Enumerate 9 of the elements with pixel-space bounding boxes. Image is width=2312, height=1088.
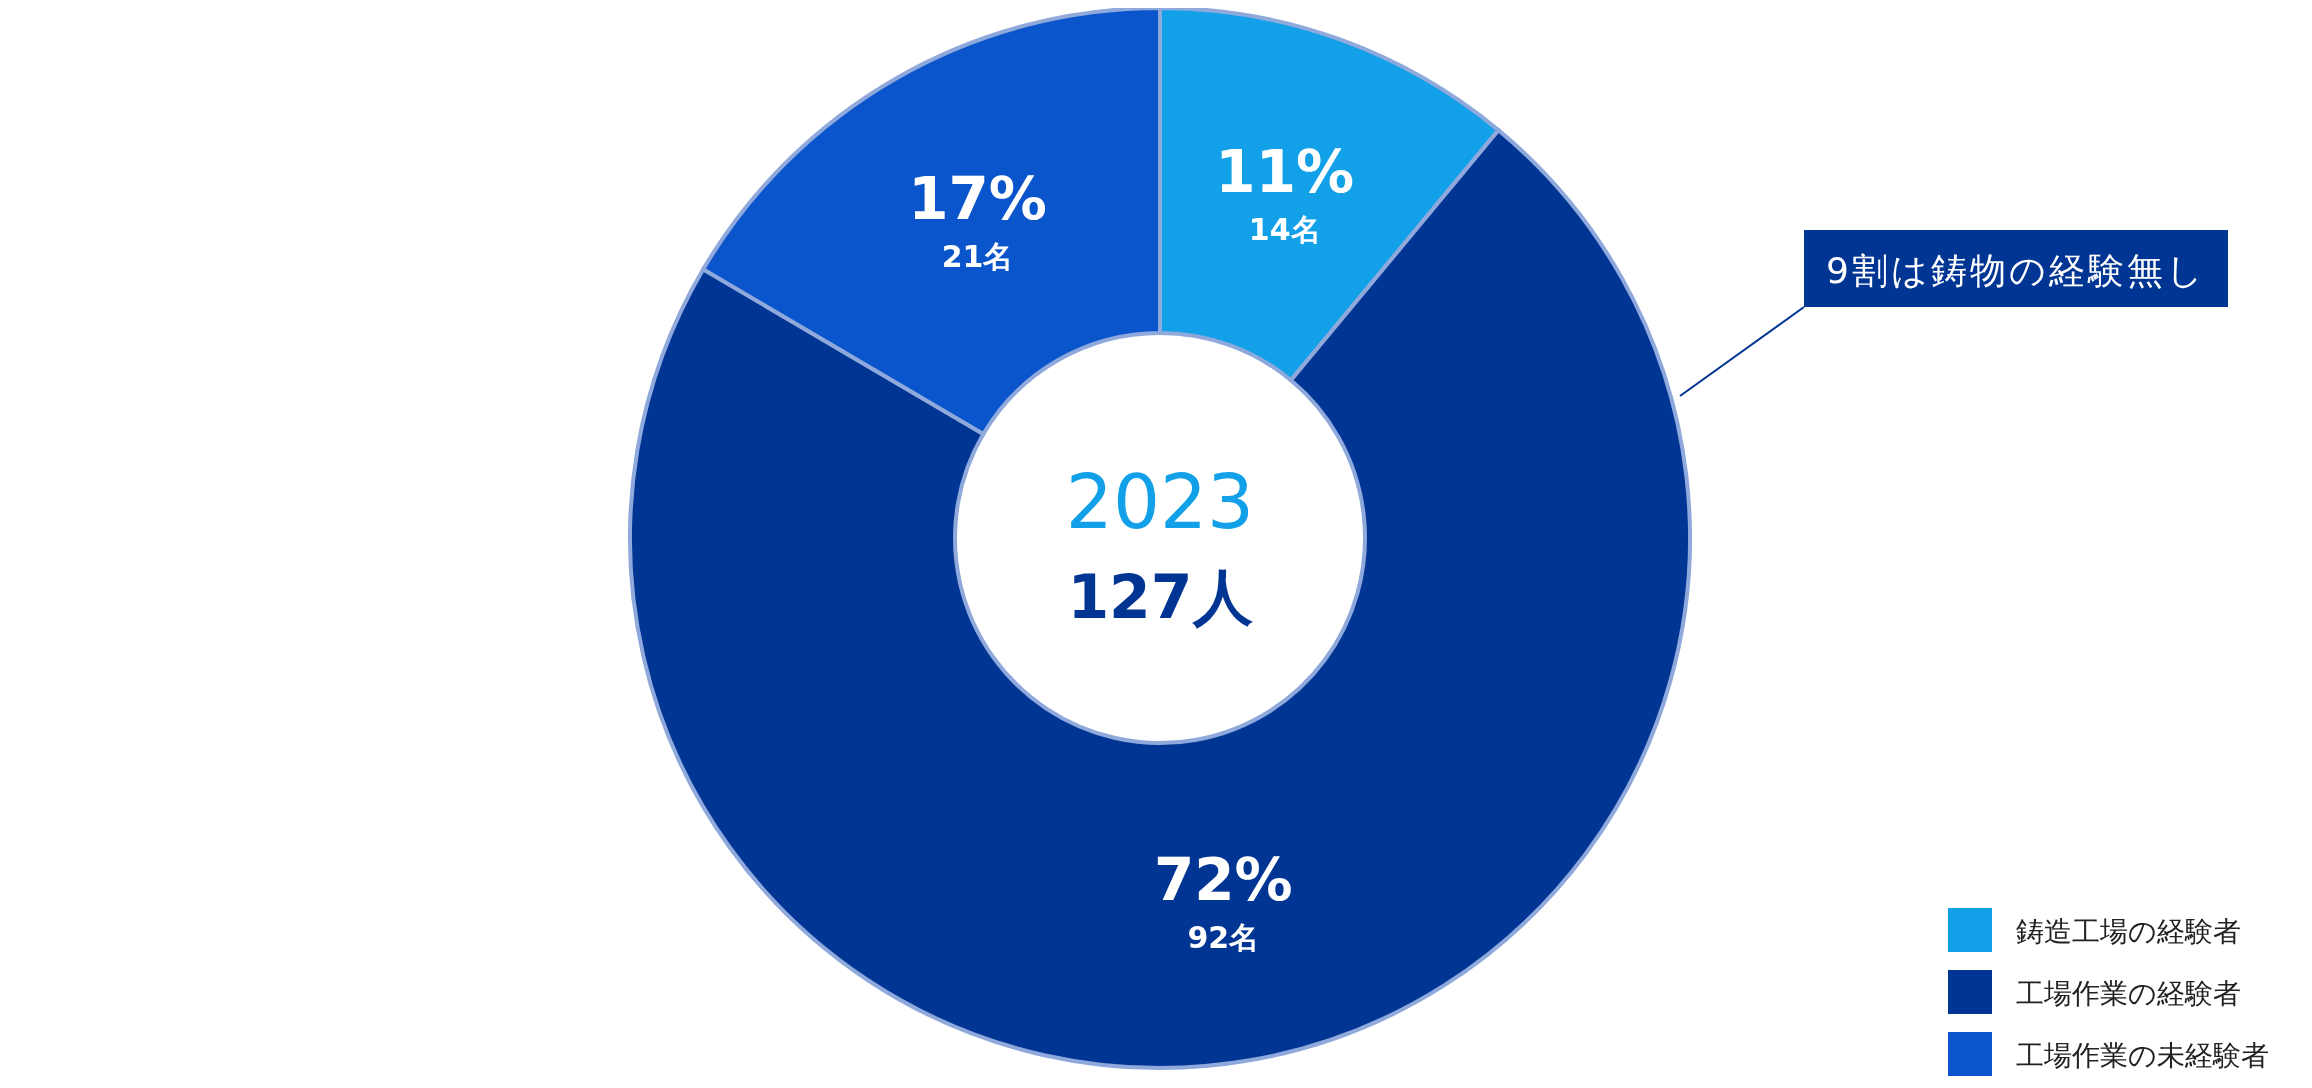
legend-label: 工場作業の経験者 [2016,977,2241,1010]
data-label: 72% 92名 [1153,846,1293,955]
legend-label: 工場作業の未経験者 [2016,1039,2269,1072]
data-label: 17% 21名 [908,164,1047,274]
legend-label: 鋳造工場の経験者 [2016,915,2241,948]
text: 2023 [1065,459,1255,545]
text: 9割は鋳物の経験無し [1826,250,2206,291]
text: 127人 [1067,562,1253,632]
data-label: 11% 14名 [1215,138,1355,248]
